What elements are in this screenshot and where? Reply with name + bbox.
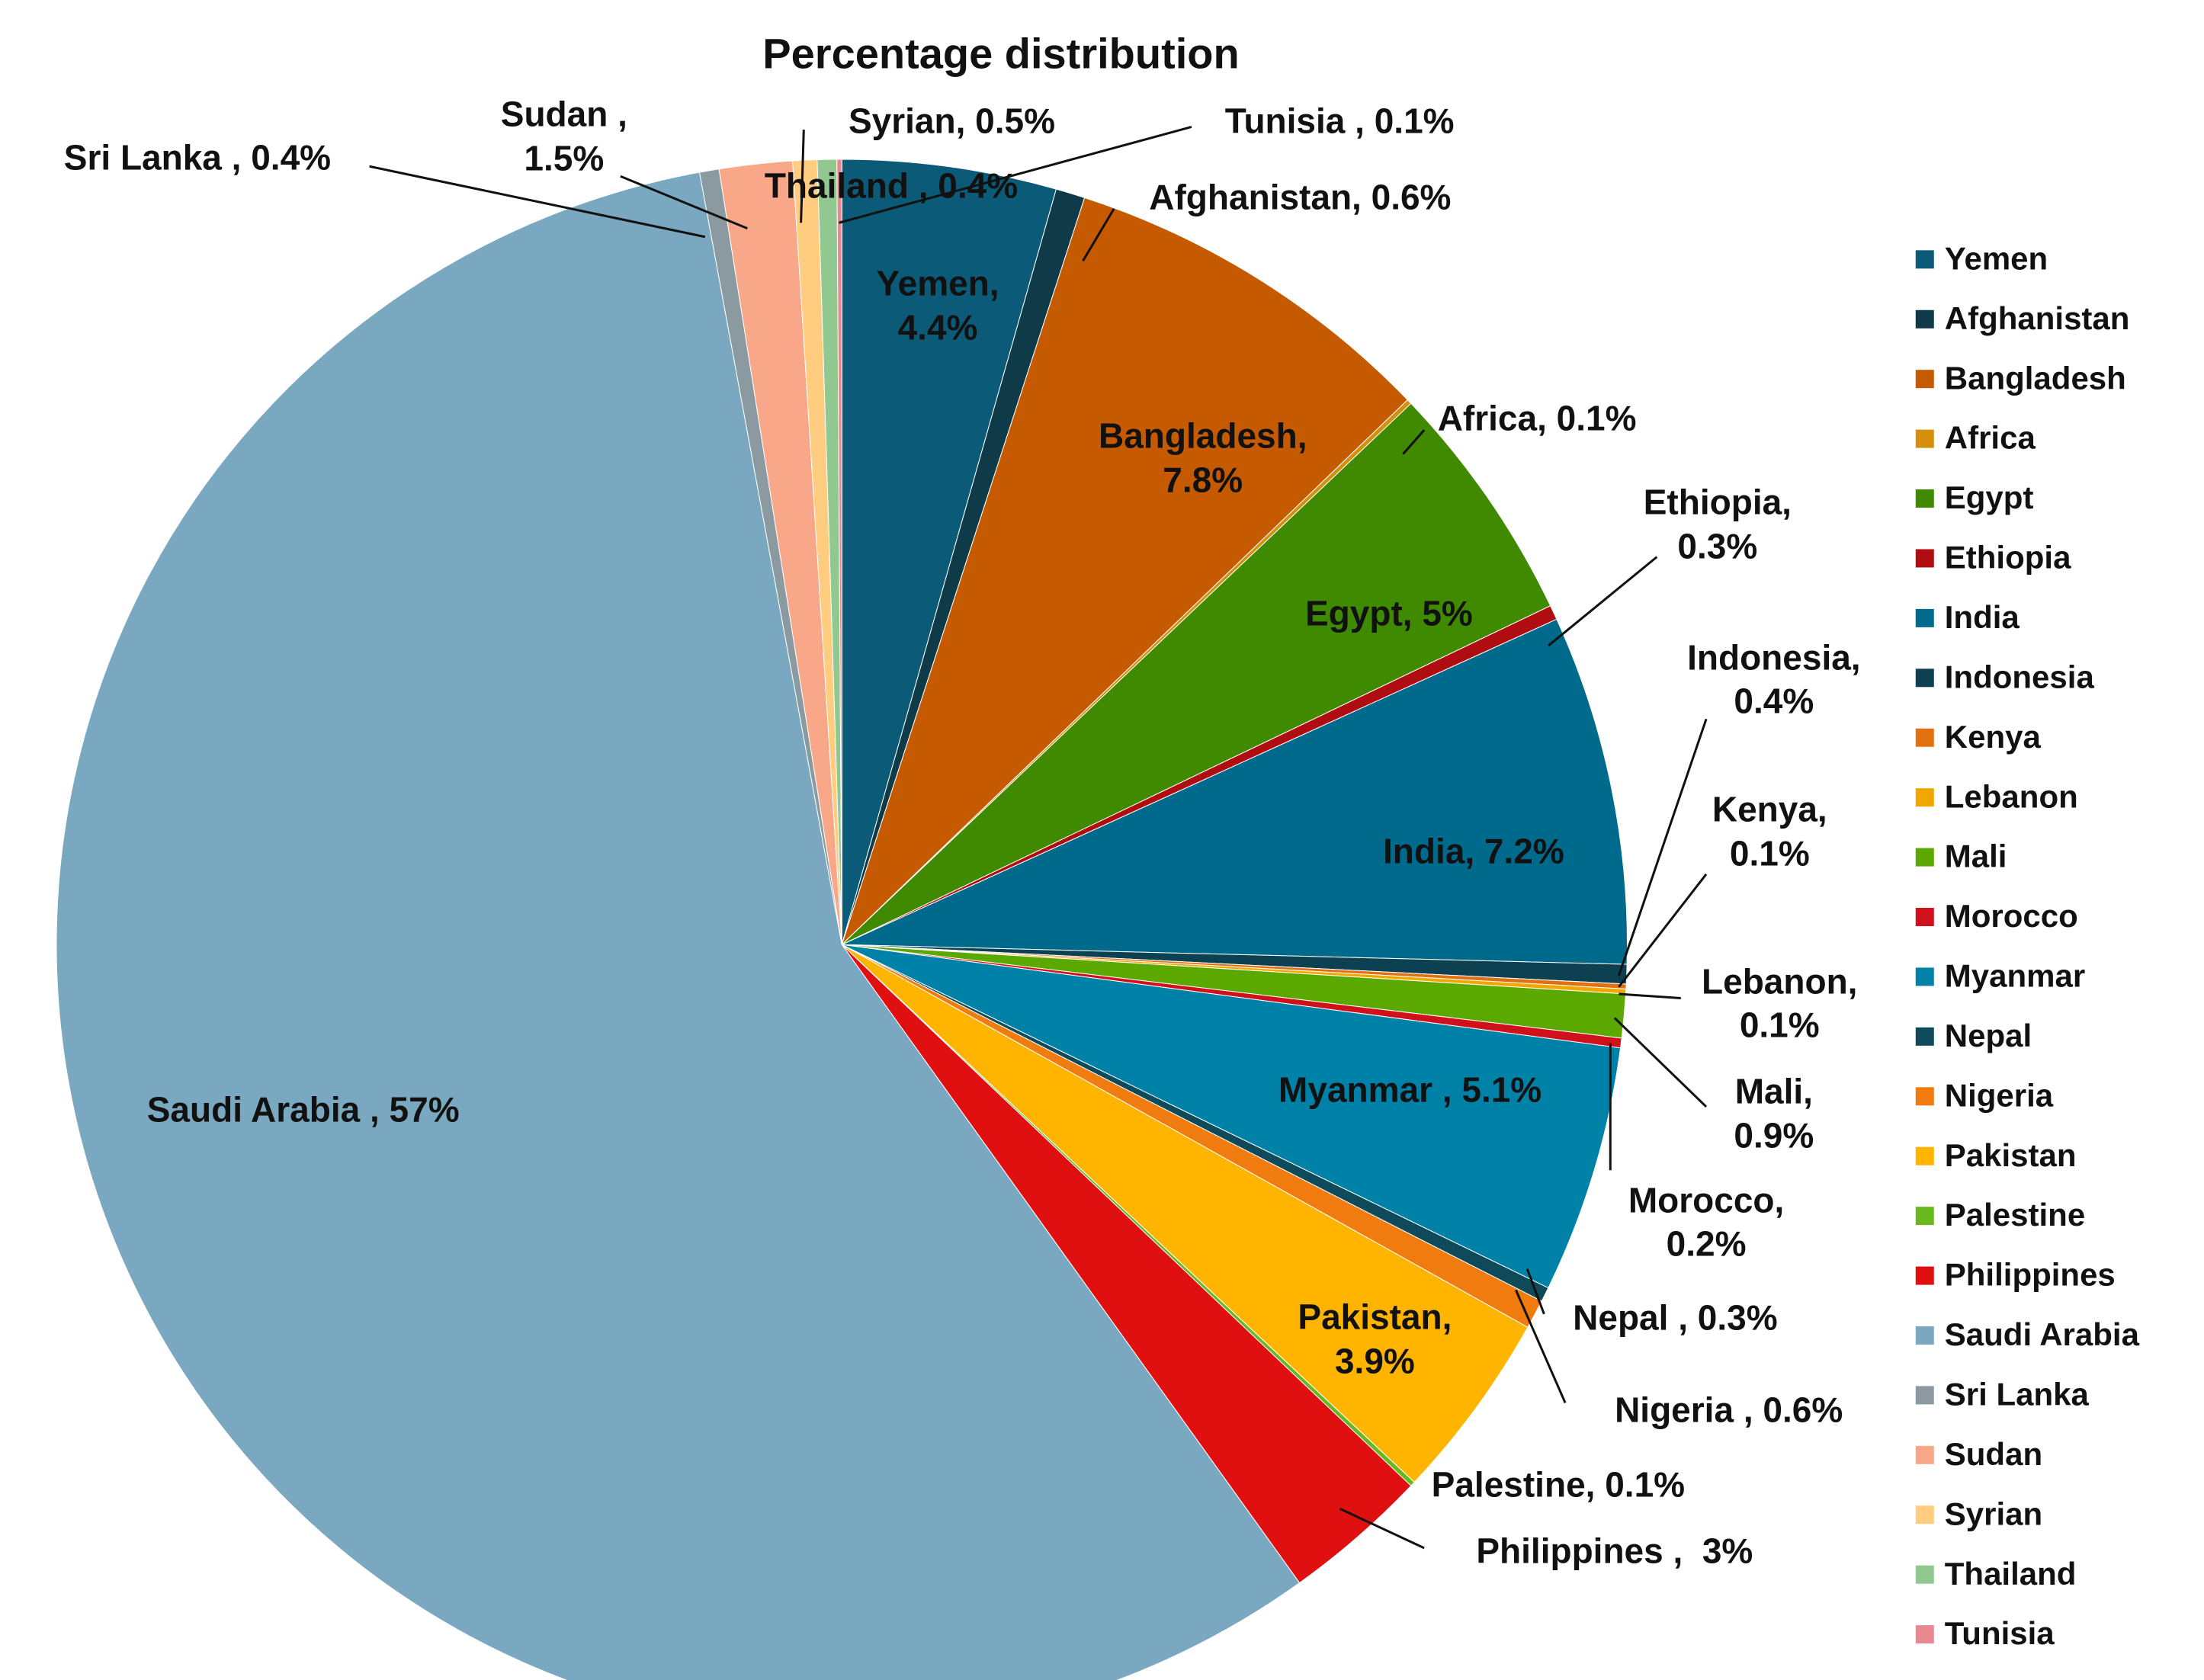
data-label: Lebanon, 0.1% [1702, 961, 1858, 1045]
leader-line [620, 175, 748, 230]
pie-slice [836, 159, 842, 945]
legend-label: Ethiopia [1945, 540, 2071, 575]
data-label: Indonesia, 0.4% [1687, 637, 1861, 721]
pie-slice [842, 618, 1628, 965]
legend-swatch [1915, 788, 1934, 807]
pie-slice [841, 402, 1551, 945]
legend-label: Nigeria [1945, 1077, 2054, 1113]
data-label: Syrian, 0.5% [848, 101, 1056, 141]
legend-swatch [1915, 1266, 1934, 1285]
legend-label: Syrian [1945, 1496, 2042, 1531]
data-label: Mali, 0.9% [1734, 1071, 1814, 1156]
leader-line [1617, 718, 1708, 976]
data-label: India, 7.2% [1383, 831, 1564, 871]
legend-swatch [1915, 549, 1934, 568]
leader-line [1613, 1017, 1708, 1108]
legend-swatch [1915, 1207, 1934, 1226]
legend-swatch [1915, 370, 1934, 389]
data-label: Myanmar , 5.1% [1278, 1069, 1542, 1110]
data-label: Yemen, 4.4% [876, 263, 999, 348]
legend-label: Kenya [1945, 719, 2042, 755]
data-label: Nigeria , 0.6% [1615, 1389, 1843, 1429]
leader-line [1082, 207, 1115, 261]
pie-slice [841, 944, 1529, 1483]
data-label: Saudi Arabia , 57% [146, 1088, 460, 1129]
data-label: Egypt, 5% [1304, 592, 1473, 633]
data-label: Kenya, 0.1% [1712, 789, 1827, 874]
pie-slice [56, 172, 1301, 1680]
legend-label: Tunisia [1945, 1615, 2055, 1651]
pie-slice [842, 944, 1622, 1289]
data-label: Tunisia , 0.1% [1224, 101, 1455, 141]
legend-label: Africa [1945, 420, 2036, 456]
legend-label: Palestine [1945, 1197, 2085, 1233]
legend-swatch [1915, 967, 1934, 986]
legend-swatch [1915, 429, 1934, 448]
legend-label: Sudan [1945, 1436, 2042, 1472]
legend-label: Philippines [1945, 1257, 2116, 1293]
leader-line [1547, 556, 1658, 647]
legend-swatch [1915, 728, 1934, 747]
legend-label: Egypt [1945, 479, 2034, 515]
data-label: Morocco, 0.2% [1628, 1180, 1785, 1264]
legend-label: Afghanistan [1945, 300, 2130, 336]
leader-line [1514, 1289, 1567, 1404]
data-label: Bangladesh, 7.8% [1098, 415, 1307, 500]
legend-swatch [1915, 1027, 1934, 1046]
data-label: Nepal , 0.3% [1573, 1297, 1778, 1338]
legend-swatch [1915, 250, 1934, 269]
data-label: Sri Lanka , 0.4% [63, 137, 332, 178]
legend-swatch [1915, 309, 1934, 329]
legend-swatch [1915, 1386, 1934, 1405]
data-label: Palestine, 0.1% [1431, 1464, 1686, 1504]
leader-line [839, 126, 1192, 224]
leader-line [1339, 1507, 1425, 1550]
legend-label: Bangladesh [1945, 360, 2126, 396]
leader-line [800, 130, 805, 223]
data-label: Africa, 0.1% [1437, 398, 1637, 438]
legend-label: Morocco [1945, 898, 2078, 934]
legend-swatch [1915, 1625, 1934, 1644]
legend-swatch [1915, 908, 1934, 927]
legend-label: Thailand [1945, 1556, 2077, 1592]
legend-label: Saudi Arabia [1945, 1316, 2140, 1352]
legend-swatch [1915, 1087, 1934, 1106]
pie-slice [841, 197, 1409, 945]
leader-line [1525, 1268, 1545, 1315]
legend-label: India [1945, 599, 2020, 635]
legend-swatch [1915, 1505, 1934, 1525]
leader-line [1618, 873, 1708, 988]
chart-title: Percentage distribution [762, 29, 1240, 78]
leader-line [1619, 992, 1681, 1000]
legend-label: Yemen [1945, 240, 2048, 276]
legend-swatch [1915, 668, 1934, 688]
legend-swatch [1915, 1326, 1934, 1345]
legend-swatch [1915, 489, 1934, 508]
legend-label: Indonesia [1945, 659, 2095, 694]
legend-swatch [1915, 1565, 1934, 1584]
legend-label: Pakistan [1945, 1137, 2077, 1173]
data-label: Afghanistan, 0.6% [1149, 177, 1452, 217]
leader-line [369, 165, 706, 239]
legend-swatch [1915, 848, 1934, 867]
data-label: Thailand , 0.4% [764, 165, 1019, 206]
legend-label: Mali [1945, 838, 2007, 874]
legend-swatch [1915, 608, 1934, 627]
legend-swatch [1915, 1146, 1934, 1165]
data-label: Ethiopia, 0.3% [1643, 482, 1792, 566]
legend-swatch [1915, 1445, 1934, 1464]
data-label: Sudan , 1.5% [500, 94, 627, 178]
legend-label: Lebanon [1945, 778, 2078, 814]
pie-slice [841, 159, 1057, 945]
data-label: Pakistan, 3.9% [1298, 1297, 1452, 1381]
legend-label: Sri Lanka [1945, 1377, 2090, 1412]
data-label: Philippines , 3% [1476, 1530, 1753, 1570]
leader-line [1402, 429, 1426, 455]
legend-label: Nepal [1945, 1018, 2032, 1053]
legend-label: Myanmar [1945, 958, 2085, 994]
